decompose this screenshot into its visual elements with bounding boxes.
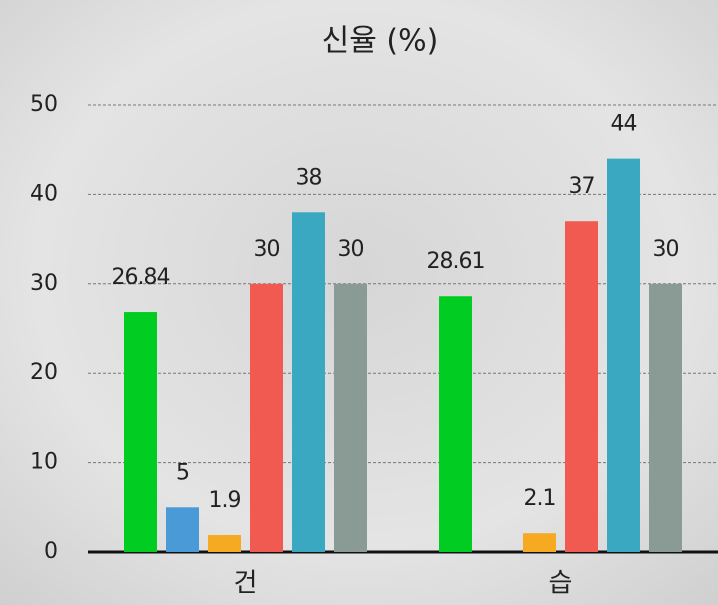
data-label: 37 — [569, 174, 595, 199]
data-label: 30 — [338, 237, 364, 262]
y-tick-label: 30 — [30, 271, 58, 296]
x-tick-label: 습 — [549, 569, 573, 599]
y-tick-label: 20 — [30, 360, 58, 385]
bar — [250, 283, 283, 552]
bar — [208, 535, 241, 552]
bar — [292, 212, 325, 552]
bar — [523, 533, 556, 552]
bar — [607, 158, 640, 552]
bar — [166, 507, 199, 552]
bar — [124, 312, 157, 552]
bar — [649, 283, 682, 552]
bar — [334, 283, 367, 552]
x-tick-label: 건 — [234, 569, 258, 599]
y-tick-label: 50 — [30, 92, 58, 117]
y-tick-label: 40 — [30, 181, 58, 206]
data-label: 44 — [611, 112, 637, 137]
data-label: 5 — [176, 460, 189, 485]
data-label: 1.9 — [209, 488, 241, 513]
data-label: 30 — [653, 237, 679, 262]
data-label: 2.1 — [524, 486, 556, 511]
data-label: 28.61 — [427, 249, 485, 274]
y-tick-label: 0 — [44, 539, 58, 564]
y-tick-label: 10 — [30, 450, 58, 475]
bar — [565, 221, 598, 552]
data-label: 38 — [296, 165, 322, 190]
data-label: 30 — [254, 237, 280, 262]
chart-title: 신율 (%) — [322, 24, 439, 59]
data-label: 26.84 — [112, 265, 170, 290]
bar — [439, 296, 472, 552]
